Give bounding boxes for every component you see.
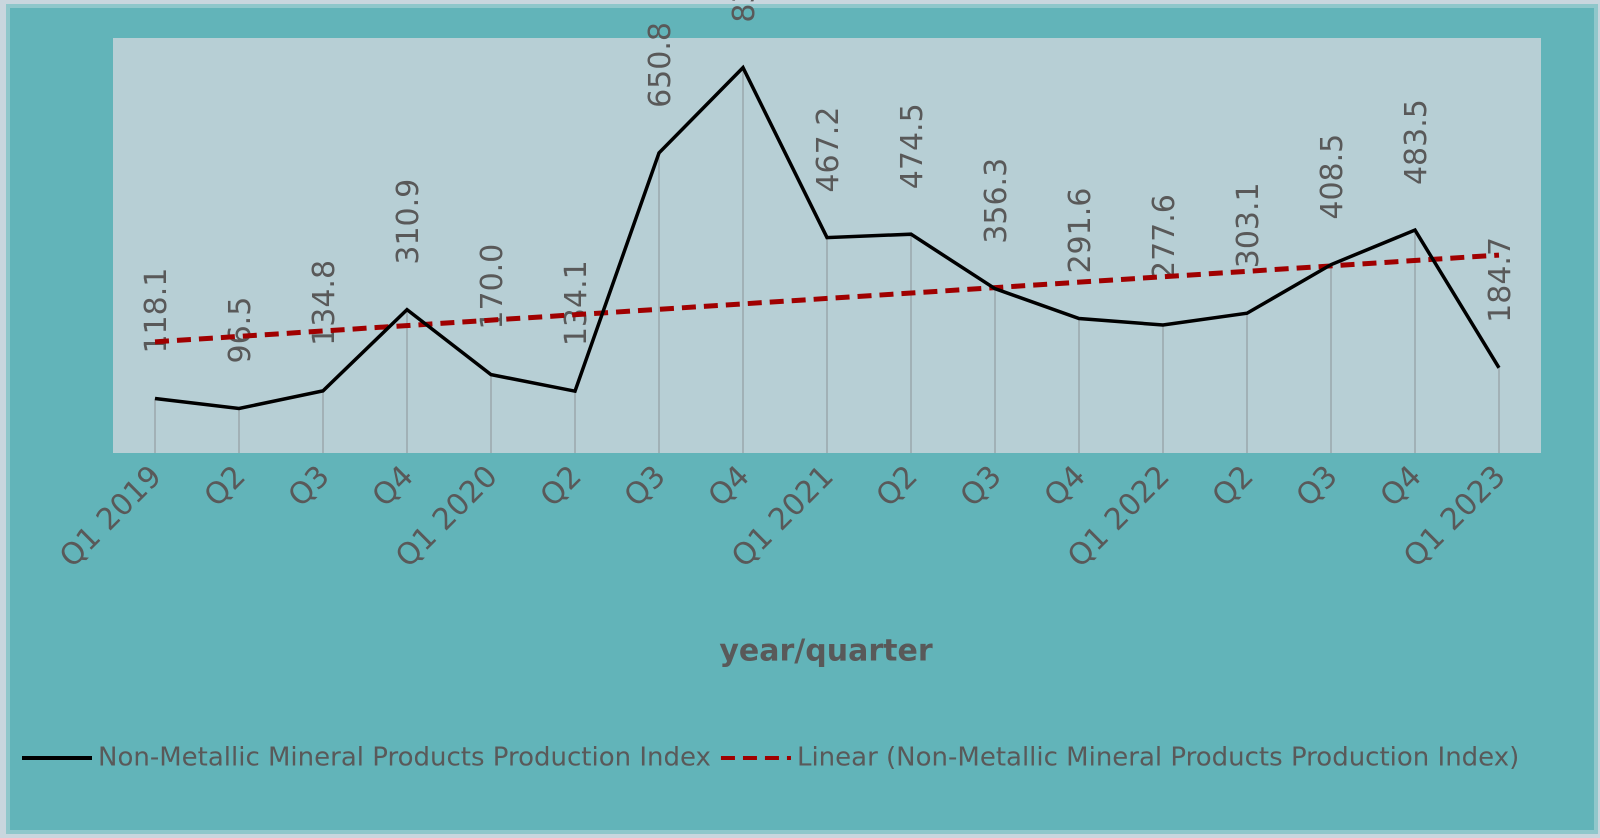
legend-label: Non-Metallic Mineral Products Production… [98,743,711,773]
data-label: 650.8 [643,22,678,108]
data-label: 96.5 [223,297,258,364]
data-label: 483.5 [1399,99,1434,185]
x-axis-title: year/quarter [719,634,932,669]
data-label: 356.3 [979,158,1014,244]
legend-label: Linear (Non-Metallic Mineral Products Pr… [797,743,1519,773]
data-label: 170.0 [475,244,510,330]
data-label: 134.1 [559,260,594,346]
trendline [154,252,1500,345]
data-label: 408.5 [1315,134,1350,220]
data-label: 291.6 [1063,188,1098,274]
data-label: 303.1 [1231,182,1266,268]
data-line [154,64,1501,411]
data-label: 277.6 [1147,194,1182,280]
data-label: 184.7 [1483,237,1518,323]
data-label: 467.2 [811,107,846,193]
data-label: 474.5 [895,103,930,189]
data-label: 310.9 [391,179,426,265]
data-label: 835.7 [727,0,762,23]
